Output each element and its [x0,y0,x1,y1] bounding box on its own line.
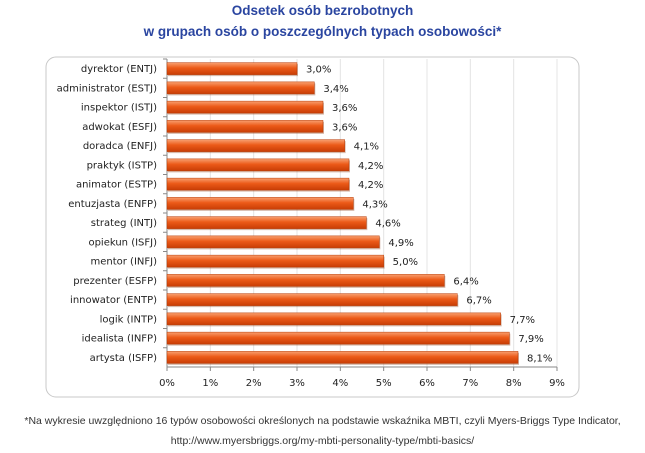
bar [166,197,354,210]
bar [166,331,510,345]
category-label: praktyk (ISTP) [87,160,158,171]
data-label: 7,9% [518,334,543,345]
bar [166,177,350,191]
data-label: 4,1% [354,142,379,153]
bar [166,120,324,133]
category-label: dyrektor (ENTJ) [81,64,157,75]
bar [166,235,380,249]
x-tick-label: 7% [462,378,478,389]
data-label: 4,9% [388,238,413,249]
x-tick-label: 8% [506,378,522,389]
data-label: 3,0% [306,65,331,76]
data-label: 7,7% [510,315,535,326]
bar [166,62,298,75]
category-label: idealista (INFP) [82,334,158,345]
footnote-url[interactable]: http://www.myersbriggs.org/my-mbti-perso… [170,435,475,447]
x-tick-label: 2% [246,378,262,389]
x-tick-label: 9% [549,378,565,389]
category-label: inspektor (ISTJ) [81,103,157,114]
bar [166,274,445,287]
x-tick-label: 0% [159,378,175,389]
data-label: 4,3% [362,199,387,210]
category-label: artysta (ISFP) [90,353,157,364]
data-label: 4,6% [375,219,400,230]
x-tick-label: 3% [289,378,305,389]
x-tick-label: 1% [202,378,218,389]
category-label: logik (INTP) [100,314,157,325]
category-label: animator (ESTP) [76,180,157,191]
data-label: 4,2% [358,161,383,172]
data-label: 8,1% [527,353,552,364]
bar [166,351,519,364]
data-label: 3,4% [323,84,348,95]
category-label: doradca (ENFJ) [83,141,157,152]
category-label: adwokat (ESFJ) [82,122,157,133]
data-label: 5,0% [393,257,418,268]
category-label: mentor (INFJ) [91,257,158,268]
category-label: innowator (ENTP) [70,295,157,306]
data-label: 3,6% [332,122,357,133]
chart-subtitle: w grupach osób o poszczególnych typach o… [143,24,502,39]
bar [166,81,315,95]
x-tick-label: 6% [419,378,435,389]
category-label: opiekun (ISFJ) [88,237,157,248]
bar [166,254,384,268]
x-tick-label: 5% [376,378,392,389]
chart-title: Odsetek osób bezrobotnych [231,3,414,18]
bar [166,139,345,152]
data-label: 3,6% [332,103,357,114]
bar [166,216,367,229]
bar [166,312,501,326]
category-label: prezenter (ESFP) [73,276,157,287]
x-tick-label: 4% [332,378,348,389]
category-label: strateg (INTJ) [91,218,157,229]
bar [166,158,350,172]
bar [166,293,458,306]
data-label: 6,7% [466,296,491,307]
category-label: administrator (ESTJ) [57,83,157,94]
bar [166,100,324,114]
category-label: entuzjasta (ENFP) [68,199,157,210]
footnote-line-1: *Na wykresie uwzględniono 16 typów osobo… [24,415,621,427]
data-label: 6,4% [453,276,478,287]
data-label: 4,2% [358,180,383,191]
